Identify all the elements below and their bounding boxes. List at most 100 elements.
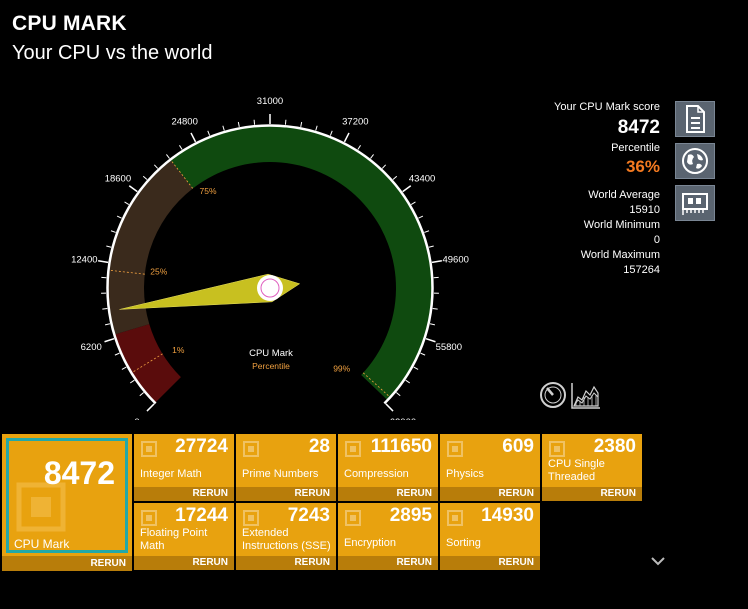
globe-icon bbox=[682, 148, 708, 174]
gauge-tick-label: 12400 bbox=[71, 255, 97, 266]
percentile-marker bbox=[108, 269, 145, 275]
tile-rerun-button[interactable]: RERUN bbox=[338, 556, 438, 570]
tile-rerun-button[interactable]: RERUN bbox=[542, 487, 642, 501]
tile-physics[interactable]: 609 Physics RERUN bbox=[440, 434, 540, 501]
gauge-center-sublabel: Percentile bbox=[252, 361, 290, 371]
gauge-tick-label: 18600 bbox=[105, 173, 131, 184]
tile-rerun-button[interactable]: RERUN bbox=[338, 487, 438, 501]
chart-icon[interactable] bbox=[570, 381, 602, 411]
speedometer-icon[interactable] bbox=[538, 380, 568, 410]
main-tile-value: 8472 bbox=[43, 455, 115, 491]
page-subtitle: Your CPU vs the world bbox=[12, 42, 213, 64]
gauge-tick bbox=[357, 145, 361, 150]
gauge-tick bbox=[432, 308, 438, 310]
gauge-tick-label: 31000 bbox=[257, 96, 283, 107]
percentile-marker-label: 1% bbox=[172, 345, 185, 355]
tile-rerun-button[interactable]: RERUN bbox=[440, 487, 540, 501]
main-tile-frame: 8472 CPU Mark bbox=[6, 438, 128, 553]
tile-extended-instructions[interactable]: 7243 Extended Instructions (SSE) RERUN bbox=[236, 503, 336, 570]
tile-sorting[interactable]: 14930 Sorting RERUN bbox=[440, 503, 540, 570]
gauge-tick-label: 49600 bbox=[442, 255, 468, 266]
tile-value: 27724 bbox=[175, 436, 228, 457]
tile-cpu-mark[interactable]: 8472 CPU Mark RERUN bbox=[2, 434, 132, 571]
gauge-tick-label: 6200 bbox=[81, 342, 102, 353]
gauge-tick bbox=[166, 154, 170, 159]
gauge-tick-label: 62000 bbox=[390, 417, 416, 420]
chip-icon bbox=[243, 510, 259, 526]
tile-rerun-button[interactable]: RERUN bbox=[236, 556, 336, 570]
percentile-value: 36% bbox=[625, 157, 660, 176]
tile-name: Floating Point Math bbox=[140, 527, 208, 552]
tile-name: Integer Math bbox=[140, 468, 202, 480]
gauge-tick bbox=[405, 379, 411, 384]
world-maximum-label: World Maximum bbox=[580, 249, 660, 261]
gauge-tick bbox=[114, 352, 120, 356]
hardware-button[interactable] bbox=[675, 185, 715, 221]
gauge-tick-label: 0 bbox=[134, 417, 139, 420]
chip-icon bbox=[243, 441, 259, 457]
tile-cpu-single-threaded[interactable]: 2380 CPU Single Threaded RERUN bbox=[542, 434, 642, 501]
tile-name: Encryption bbox=[344, 537, 396, 549]
gauge-tick bbox=[102, 308, 108, 310]
gauge-tick bbox=[410, 201, 416, 205]
gauge-band-mid bbox=[108, 159, 193, 335]
gauge-hub-ring bbox=[260, 278, 280, 298]
percentile-marker-label: 25% bbox=[150, 266, 167, 276]
gauge-tick-label: 55800 bbox=[436, 342, 462, 353]
main-tile-rerun-button[interactable]: RERUN bbox=[2, 556, 132, 571]
globe-button[interactable] bbox=[675, 143, 715, 179]
gauge-tick bbox=[418, 215, 424, 219]
tile-value: 2895 bbox=[389, 505, 432, 526]
tile-floating-point-math[interactable]: 17244 Floating Point Math RERUN bbox=[134, 503, 234, 570]
gauge-tick bbox=[207, 130, 211, 136]
document-button[interactable] bbox=[675, 101, 715, 137]
world-stats: World Average 15910 World Minimum 0 Worl… bbox=[500, 188, 660, 278]
score-value: 8472 bbox=[617, 117, 660, 138]
gauge-tick bbox=[98, 260, 109, 264]
gauge-tick bbox=[237, 121, 240, 127]
gauge-tick bbox=[129, 379, 135, 384]
gauge-band-low bbox=[114, 324, 181, 403]
gauge-tick bbox=[381, 164, 387, 169]
tile-encryption[interactable]: 2895 Encryption RERUN bbox=[338, 503, 438, 570]
gauge-tick bbox=[104, 337, 115, 343]
gauge-tick bbox=[116, 215, 122, 219]
tile-value: 111650 bbox=[370, 436, 432, 457]
gauge-tick bbox=[121, 366, 127, 370]
tile-rerun-button[interactable]: RERUN bbox=[134, 487, 234, 501]
chevron-down-icon[interactable] bbox=[650, 555, 666, 567]
gauge-tick bbox=[104, 323, 111, 326]
gauge-tick bbox=[139, 392, 144, 397]
tile-value: 17244 bbox=[175, 505, 228, 526]
tile-rerun-button[interactable]: RERUN bbox=[134, 556, 234, 570]
tile-integer-math[interactable]: 27724 Integer Math RERUN bbox=[134, 434, 234, 501]
gauge-tick bbox=[392, 175, 398, 180]
gauge-tick bbox=[396, 392, 401, 397]
chip-icon bbox=[549, 441, 565, 457]
percentile-marker bbox=[362, 372, 391, 398]
tile-value: 2380 bbox=[593, 436, 636, 457]
gauge-tick bbox=[343, 132, 350, 143]
tile-prime-numbers[interactable]: 28 Prime Numbers RERUN bbox=[236, 434, 336, 501]
gauge-tick bbox=[179, 145, 183, 150]
gauge-tick bbox=[370, 154, 374, 159]
tile-rerun-button[interactable]: RERUN bbox=[236, 487, 336, 501]
tile-value: 14930 bbox=[481, 505, 534, 526]
gauge-tick bbox=[146, 403, 155, 412]
gauge-tick bbox=[428, 245, 434, 248]
tile-value: 7243 bbox=[287, 505, 330, 526]
chip-icon bbox=[447, 510, 463, 526]
score-panel: Your CPU Mark score 8472 Percentile 36% bbox=[460, 100, 660, 178]
tile-name: Physics bbox=[446, 468, 484, 480]
tile-compression[interactable]: 111650 Compression RERUN bbox=[338, 434, 438, 501]
gauge-tick bbox=[106, 245, 112, 248]
chip-icon bbox=[345, 510, 361, 526]
tile-rerun-button[interactable]: RERUN bbox=[440, 556, 540, 570]
percentile-marker bbox=[131, 353, 163, 373]
world-average-value: 15910 bbox=[629, 204, 660, 216]
world-maximum-value: 157264 bbox=[623, 264, 660, 276]
document-icon bbox=[686, 105, 705, 133]
tile-value: 609 bbox=[502, 436, 534, 457]
gauge-tick bbox=[385, 403, 394, 412]
gauge-tick bbox=[329, 130, 333, 136]
